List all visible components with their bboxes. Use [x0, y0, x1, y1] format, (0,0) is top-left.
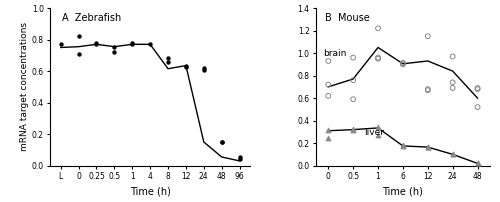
Point [110, 46, 118, 49]
Text: brain: brain [323, 49, 346, 59]
Point [324, 137, 332, 140]
Point [374, 27, 382, 30]
Point [349, 127, 357, 130]
Point [128, 42, 136, 45]
Point [399, 62, 407, 65]
Point [324, 83, 332, 86]
Point [182, 64, 190, 67]
Point [110, 50, 118, 54]
Point [424, 145, 432, 149]
Point [74, 35, 82, 38]
Point [146, 43, 154, 46]
Point [200, 66, 208, 69]
Point [474, 161, 482, 164]
Point [128, 41, 136, 44]
Text: A  Zebrafish: A Zebrafish [62, 13, 122, 23]
Point [424, 87, 432, 91]
Point [349, 79, 357, 82]
Text: B  Mouse: B Mouse [324, 13, 370, 23]
Point [324, 128, 332, 131]
Point [448, 86, 456, 90]
Point [399, 144, 407, 147]
Point [424, 89, 432, 92]
Point [374, 133, 382, 136]
Point [349, 98, 357, 101]
Point [474, 105, 482, 109]
Point [448, 81, 456, 84]
Point [324, 94, 332, 98]
Point [74, 52, 82, 55]
Point [182, 66, 190, 69]
Point [474, 162, 482, 165]
Point [374, 126, 382, 129]
Point [374, 57, 382, 60]
Point [424, 145, 432, 149]
Point [424, 35, 432, 38]
Point [56, 43, 64, 46]
Point [164, 57, 172, 60]
Point [164, 60, 172, 63]
Point [218, 140, 226, 144]
Point [218, 140, 226, 144]
Point [448, 55, 456, 58]
Point [324, 59, 332, 63]
Point [349, 56, 357, 59]
Point [474, 87, 482, 91]
Point [92, 42, 100, 45]
Point [236, 158, 244, 161]
Point [399, 144, 407, 148]
Point [374, 56, 382, 59]
Point [92, 41, 100, 44]
Point [200, 68, 208, 71]
Point [448, 153, 456, 156]
Point [236, 155, 244, 159]
X-axis label: Time (h): Time (h) [382, 186, 424, 197]
X-axis label: Time (h): Time (h) [130, 186, 170, 197]
Point [448, 153, 456, 156]
Text: liver: liver [364, 128, 384, 137]
Y-axis label: mRNA target concentrations: mRNA target concentrations [20, 22, 29, 151]
Point [399, 62, 407, 65]
Point [474, 86, 482, 90]
Point [349, 128, 357, 131]
Point [399, 63, 407, 66]
